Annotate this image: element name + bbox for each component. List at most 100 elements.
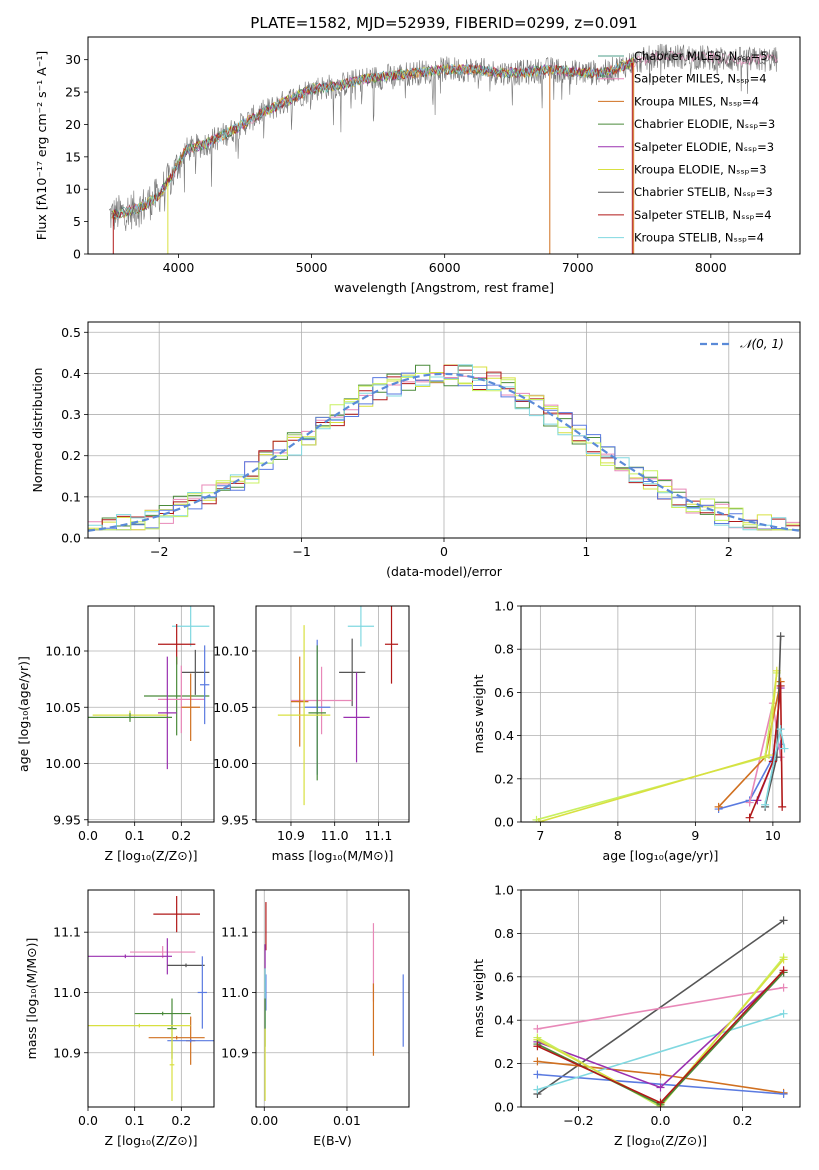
mass-weight-marker: [745, 813, 754, 822]
x-tick-label: 0.01: [333, 1113, 361, 1128]
y-tick-label: 11.0: [221, 985, 249, 1000]
mass-weight-line: [748, 685, 783, 819]
x-tick-label: 11.1: [364, 828, 392, 843]
x-tick-label: 5000: [296, 260, 328, 275]
mass-weight-marker: [776, 725, 785, 734]
mass-weight-line: [718, 681, 782, 808]
spectrum-panel: 4000 5000 6000 7000 8000 0 5 10 15 20 25 30 waveleng…: [34, 14, 801, 295]
mass-weight-marker: [779, 955, 788, 964]
spectrum-plot-area: [109, 43, 778, 254]
x-tick-label: 0: [440, 544, 448, 559]
mass-weight-vs-Z-panel: −0.2 0.0 0.2 0.0 0.2 0.4 0.6 0.8 1.0 Z [log₁₀(Z/Z…: [471, 883, 801, 1148]
legend-label: Salpeter MILES, Nₛₛₚ=4: [634, 72, 767, 86]
y-tick-label: 0.1: [61, 489, 81, 504]
histogram-series: [88, 372, 800, 531]
mass-weight-marker: [779, 916, 788, 925]
mass-weight-marker: [656, 1098, 665, 1107]
x-tick-label: 6000: [429, 260, 461, 275]
y-tick-label: 0.3: [61, 407, 81, 422]
y-tick-label: 10.10: [213, 644, 249, 659]
legend-label: Chabrier ELODIE, Nₛₛₚ=3: [634, 117, 775, 131]
age-vs-mass-panel: 10.9 11.0 11.1 9.95 10.00 10.05 10.10 mass [log…: [213, 605, 410, 863]
residuals-grid: [88, 322, 800, 539]
mass-vs-Z-panel: 0.0 0.1 0.2 10.9 11.0 11.1 Z [log₁₀(Z/Z⊙)] mass…: [24, 889, 215, 1148]
y-tick-label: 0.2: [494, 1056, 514, 1071]
y-tick-label: 25: [65, 85, 81, 100]
x-tick-label: 2: [725, 544, 733, 559]
y-tick-label: 9.95: [221, 812, 249, 827]
normal-curve: [88, 372, 800, 532]
residuals-frame: [87, 321, 801, 539]
x-tick-label: 7000: [562, 260, 594, 275]
legend-label: Salpeter STELIB, Nₛₛₚ=4: [634, 208, 772, 222]
y-axis-label: mass [log₁₀(M/M⊙)]: [24, 938, 39, 1060]
x-axis-label: Z [log₁₀(Z/Z⊙)]: [105, 848, 198, 863]
residuals-plot-area: [88, 364, 800, 532]
x-tick-label: 0.0: [651, 1113, 671, 1128]
legend-label: Kroupa MILES, Nₛₛₚ=4: [634, 94, 759, 108]
chart-title: PLATE=1582, MJD=52939, FIBERID=0299, z=0…: [250, 14, 637, 32]
mass-vs-Z-plot-area: [88, 896, 214, 1101]
x-tick-label: −1: [292, 544, 310, 559]
x-axis-label: wavelength [Angstrom, rest frame]: [334, 280, 554, 295]
x-tick-label: 4000: [163, 260, 195, 275]
y-tick-label: 0.6: [494, 969, 514, 984]
x-axis-label: (data-model)/error: [386, 564, 503, 579]
y-tick-label: 0.4: [494, 728, 514, 743]
y-tick-label: 0.4: [494, 1013, 514, 1028]
mass-weight-vs-Z-frame: [520, 889, 801, 1108]
mass-weight-marker: [533, 1085, 542, 1094]
mass-weight-marker: [761, 800, 770, 809]
y-tick-label: 11.1: [221, 925, 249, 940]
y-tick-label: 1.0: [494, 883, 514, 898]
y-tick-label: 10.9: [53, 1045, 81, 1060]
mass-weight-marker: [779, 1009, 788, 1018]
mass-weight-vs-age-frame: [520, 605, 801, 823]
mass-vs-Z-grid: [87, 890, 214, 1107]
y-tick-label: 10.9: [221, 1045, 249, 1060]
x-tick-label: 10: [765, 828, 781, 843]
y-tick-label: 0.5: [61, 325, 81, 340]
y-tick-label: 10.05: [45, 700, 81, 715]
y-tick-label: 10.00: [213, 756, 249, 771]
y-tick-label: 0.4: [61, 366, 81, 381]
x-tick-label: −0.2: [563, 1113, 593, 1128]
mass-weight-marker: [776, 681, 785, 690]
mass-weight-vs-Z-plot-area: [533, 916, 788, 1107]
x-tick-label: 0.2: [171, 828, 191, 843]
residuals-panel: −2 −1 0 1 2 0.0 0.1 0.2 0.3 0.4 0.5 (data-model)/er…: [30, 321, 801, 579]
x-tick-label: 8000: [695, 260, 727, 275]
age-vs-Z-frame: [87, 605, 215, 823]
age-vs-Z-grid: [87, 606, 214, 822]
y-tick-label: 0.2: [61, 448, 81, 463]
mass-weight-marker: [780, 744, 789, 753]
mass-weight-marker: [533, 1024, 542, 1033]
x-tick-label: 0.00: [250, 1113, 278, 1128]
y-tick-label: 1.0: [494, 599, 514, 614]
x-axis-label: E(B-V): [313, 1133, 352, 1148]
y-tick-label: 0.6: [494, 685, 514, 700]
mass-weight-line: [538, 670, 778, 822]
mass-weight-marker: [533, 1042, 542, 1051]
x-tick-label: 0.0: [78, 828, 98, 843]
mass-vs-EBV-grid: [256, 890, 409, 1107]
x-tick-label: 1: [582, 544, 590, 559]
x-tick-label: 11.0: [321, 828, 349, 843]
y-tick-label: 0: [73, 247, 81, 262]
y-tick-label: 0.0: [494, 1100, 514, 1115]
y-tick-label: 0.8: [494, 926, 514, 941]
age-vs-mass-frame: [255, 605, 410, 823]
age-vs-Z-panel: 0.0 0.1 0.2 9.95 10.00 10.05 10.10 Z [log₁₀(Z/Z…: [16, 605, 215, 863]
y-tick-label: 10.05: [213, 700, 249, 715]
x-axis-label: Z [log₁₀(Z/Z⊙)]: [614, 1133, 707, 1148]
y-tick-label: 0.0: [494, 815, 514, 830]
mass-vs-EBV-frame: [255, 889, 410, 1108]
mass-weight-line: [536, 672, 778, 821]
histogram-series: [88, 364, 800, 531]
legend-label: Chabrier STELIB, Nₛₛₚ=3: [634, 185, 773, 199]
mass-weight-marker: [714, 802, 723, 811]
mass-weight-marker: [533, 1070, 542, 1079]
y-tick-label: 10.10: [45, 644, 81, 659]
mass-weight-marker: [779, 1089, 788, 1098]
legend-label: Salpeter ELODIE, Nₛₛₚ=3: [634, 140, 774, 154]
